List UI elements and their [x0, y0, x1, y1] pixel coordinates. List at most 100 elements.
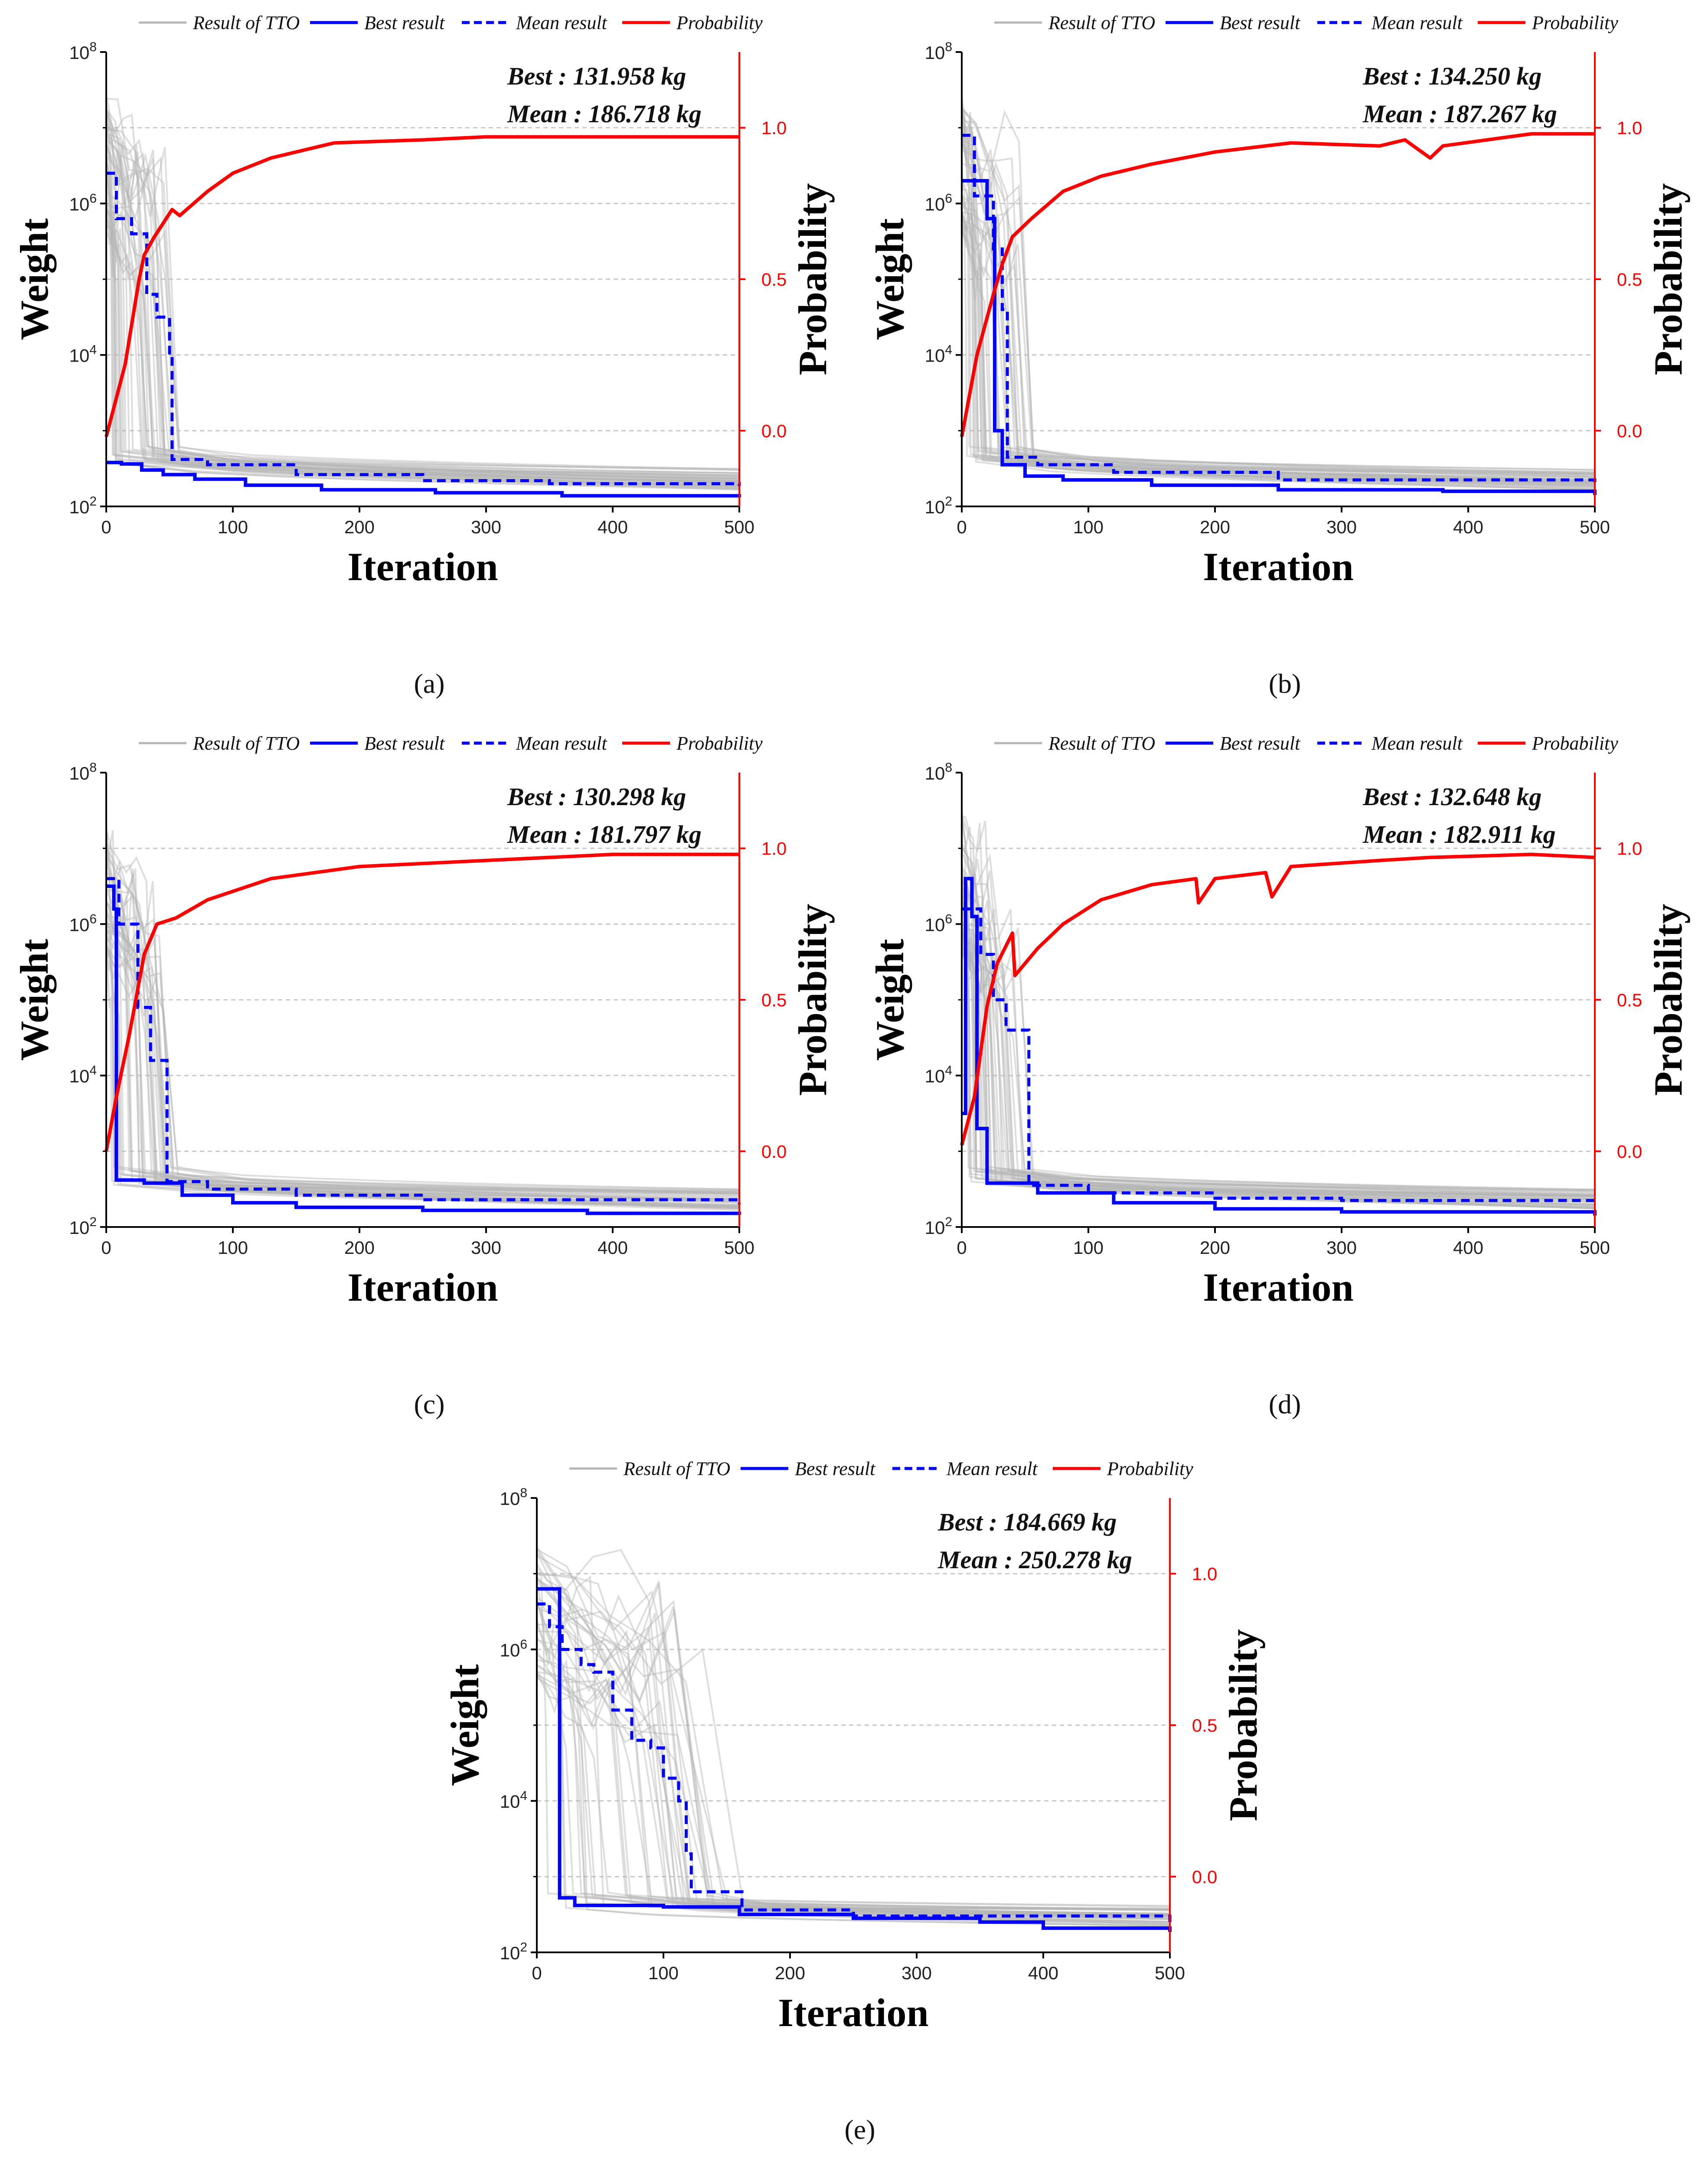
x-axis-label: Iteration — [1203, 545, 1353, 589]
x-tick-label: 100 — [218, 1237, 248, 1258]
ttc-trace — [961, 224, 1595, 474]
ttc-trace — [961, 169, 1595, 475]
legend-label-prob: Probability — [1532, 733, 1618, 754]
y-axis-label-left: Weight — [443, 1664, 487, 1786]
ttc-trace — [961, 126, 1595, 476]
ttc-trace — [536, 1580, 1170, 1927]
ttc-trace — [961, 813, 1595, 1200]
ttc-trace — [961, 886, 1595, 1203]
ttc-trace — [961, 848, 1595, 1198]
ttc-trace — [106, 133, 740, 484]
ttc-trace — [961, 917, 1595, 1197]
ttc-trace — [105, 911, 740, 1196]
ttc-trace — [106, 925, 740, 1192]
y-tick-label-left: 108 — [925, 760, 952, 783]
legend-label-mean: Mean result — [516, 12, 608, 33]
ttc-trace — [105, 192, 740, 481]
ttc-trace — [105, 140, 740, 489]
y-tick-label-left: 106 — [69, 191, 97, 214]
gridlines — [537, 1573, 1170, 1877]
series-lines — [537, 1587, 1172, 1932]
ttc-trace — [536, 1671, 1170, 1916]
y-tick-label-right: 0.0 — [1192, 1867, 1217, 1887]
ttc-trace — [105, 136, 740, 471]
panel-caption: (d) — [1269, 1389, 1301, 1420]
ttc-trace — [961, 211, 1595, 483]
y-axis-label-right: Probability — [1646, 904, 1690, 1096]
series-lines — [105, 135, 741, 498]
ttc-trace — [106, 174, 740, 474]
ttc-trace — [105, 210, 740, 470]
mean-result-line — [537, 1602, 1172, 1922]
ttc-trace — [105, 949, 740, 1201]
ttc-trace — [961, 946, 1595, 1209]
ttc-trace — [961, 948, 1595, 1195]
probability-line — [960, 852, 1595, 1146]
ttc-trace — [961, 887, 1595, 1207]
ttc-trace — [105, 829, 740, 1200]
ttc-trace — [105, 134, 740, 483]
ttc-trace — [105, 161, 740, 487]
best-annotation: Best : 184.669 kg — [937, 1508, 1117, 1536]
ttc-trace — [105, 155, 740, 489]
x-tick-label: 100 — [1073, 1237, 1104, 1258]
ttc-trace — [536, 1607, 1170, 1916]
ttc-trace — [961, 134, 1595, 489]
probability-line — [960, 132, 1595, 437]
best-result-line — [962, 179, 1597, 495]
y-tick-label-left: 102 — [69, 494, 97, 517]
y-axis-label-left: Weight — [868, 218, 912, 340]
ttc-trace — [536, 1630, 1170, 1911]
ttc-trace — [961, 231, 1595, 471]
ttc-trace — [961, 819, 1595, 1191]
x-axis-label: Iteration — [778, 1991, 928, 2035]
y-axis-label-right: Probability — [790, 904, 835, 1096]
ttc-trace — [536, 1567, 1170, 1923]
ttc-trace — [961, 845, 1595, 1210]
axes: 0 100 200 300 400 500 102 104 106 108 0.0 0.5 1.0 — [925, 40, 1643, 537]
x-tick-label: 0 — [957, 1237, 967, 1258]
y-axis-label-left: Weight — [12, 218, 56, 340]
ttc-trace — [961, 149, 1595, 484]
y-tick-label-left: 104 — [500, 1789, 527, 1812]
legend-label-mean: Mean result — [1371, 12, 1463, 33]
legend: Result of TTO Best result Mean result Pr… — [139, 12, 763, 33]
ttc-trace — [961, 215, 1595, 486]
y-tick-label-left: 102 — [69, 1215, 97, 1238]
legend-label-mean: Mean result — [1371, 733, 1463, 754]
x-tick-label: 0 — [957, 517, 967, 537]
legend-label-ttc: Result of TTO — [1048, 733, 1155, 754]
x-tick-label: 400 — [598, 1237, 628, 1258]
y-axis-label-right: Probability — [1646, 183, 1690, 375]
x-tick-label: 300 — [1326, 517, 1357, 537]
y-tick-label-left: 108 — [69, 760, 97, 783]
ttc-trace — [105, 111, 740, 479]
ttc-trace — [961, 894, 1595, 1203]
ttc-trace — [536, 1639, 1170, 1917]
x-tick-label: 300 — [1326, 1237, 1357, 1258]
axes: 0 100 200 300 400 500 102 104 106 108 0.0 0.5 1.0 — [69, 40, 787, 537]
mean-annotation: Mean : 186.718 kg — [507, 100, 702, 128]
ttc-trace — [961, 925, 1595, 1208]
ttc-trace — [961, 195, 1595, 474]
ttc-trace — [536, 1581, 1170, 1925]
ttc-trace — [105, 929, 740, 1207]
ttc-trace — [106, 931, 740, 1193]
ttc-trace — [961, 848, 1595, 1196]
ttc-trace — [961, 107, 1595, 475]
panel-b: 0 100 200 300 400 500 102 104 106 108 0.0 0.5 1.0 Re… — [868, 12, 1690, 699]
ttc-trace — [105, 858, 740, 1205]
probability-line — [105, 852, 739, 1152]
series-lines — [105, 852, 741, 1215]
best-annotation: Best : 131.958 kg — [507, 62, 686, 90]
y-tick-label-right: 0.5 — [761, 269, 787, 290]
ttc-trace — [961, 920, 1595, 1206]
ttc-trace — [961, 140, 1595, 491]
y-tick-label-right: 1.0 — [1192, 1564, 1217, 1584]
ttc-trace — [106, 889, 740, 1191]
ttc-trace — [961, 101, 1595, 482]
ttc-trace — [105, 110, 740, 476]
panel-c: 0 100 200 300 400 500 102 104 106 108 0.0 0.5 1.0 Re… — [12, 733, 835, 1420]
x-tick-label: 0 — [532, 1963, 542, 1983]
ttc-trace — [105, 122, 740, 484]
